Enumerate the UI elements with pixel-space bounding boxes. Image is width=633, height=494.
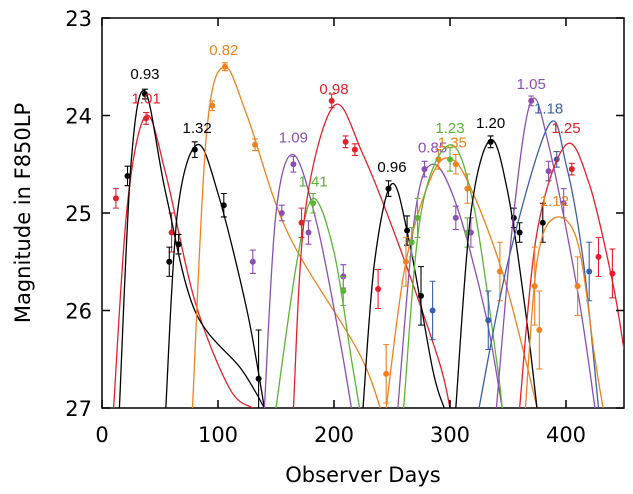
data-point [545, 168, 552, 175]
data-point [221, 63, 228, 70]
data-point [290, 161, 297, 168]
curve-label: 1.09 [279, 130, 308, 147]
model-curve [118, 89, 265, 408]
data-point [452, 214, 459, 221]
data-point [375, 286, 382, 293]
x-tick-label: 0 [95, 423, 108, 447]
curve-label: 0.85 [418, 139, 447, 156]
model-curve [455, 139, 538, 408]
data-point [124, 172, 131, 179]
model-curve [112, 114, 254, 408]
y-tick-label: 26 [65, 300, 92, 324]
data-point [408, 239, 415, 246]
data-point [404, 227, 411, 234]
data-point [485, 317, 492, 324]
data-point [586, 268, 593, 275]
curve-label: 0.82 [209, 42, 238, 59]
data-point [220, 202, 227, 209]
curve-label: 1.23 [435, 120, 464, 137]
data-point [166, 258, 173, 265]
model-curve [362, 183, 445, 408]
data-point [568, 166, 575, 173]
data-point [536, 327, 543, 333]
model-curve [495, 97, 596, 408]
data-point [278, 210, 285, 216]
model-curve [191, 66, 382, 408]
data-point [435, 156, 442, 163]
x-axis-label: Observer Days [285, 463, 440, 487]
curve-label: 1.25 [551, 120, 580, 137]
data-point [574, 283, 581, 290]
data-point [528, 97, 535, 104]
x-tick-label: 100 [198, 423, 238, 447]
data-point [175, 241, 182, 248]
data-point [452, 161, 459, 168]
data-point [539, 219, 546, 226]
data-point [298, 219, 305, 226]
data-point [402, 258, 409, 265]
data-point [595, 253, 602, 260]
model-curve [263, 153, 353, 408]
model-curve [524, 216, 604, 408]
y-tick-label: 23 [65, 7, 92, 31]
data-point [351, 146, 358, 153]
data-point [255, 375, 262, 382]
data-point [560, 200, 567, 207]
curve-label: 0.96 [377, 159, 406, 176]
plot-area [112, 62, 624, 408]
data-point [310, 200, 317, 207]
data-point [429, 307, 436, 314]
curve-label: 1.32 [183, 120, 212, 137]
curve-label: 1.12 [540, 193, 569, 210]
model-curve [292, 103, 451, 408]
data-point [252, 141, 259, 148]
data-point [531, 283, 538, 290]
x-tick-label: 200 [314, 423, 354, 447]
data-point [414, 214, 421, 221]
curve-label: 1.18 [534, 100, 563, 117]
model-curve [275, 197, 361, 408]
curve-label: 1.05 [517, 76, 546, 93]
curve-label: 1.20 [476, 115, 505, 132]
curve-label: 1.35 [438, 134, 467, 151]
data-point [328, 97, 335, 104]
data-point [609, 270, 616, 277]
data-point [421, 166, 428, 173]
x-tick-label: 300 [430, 423, 470, 447]
y-tick-label: 24 [65, 105, 92, 129]
data-point [487, 138, 494, 145]
data-point [191, 146, 198, 153]
data-point [249, 258, 256, 265]
data-point [383, 370, 390, 377]
data-point [141, 91, 148, 98]
curve-label: 0.93 [130, 66, 159, 83]
model-curve [402, 144, 503, 408]
data-point [342, 138, 349, 145]
curve-label: 1.41 [299, 173, 328, 190]
y-axis-label: Magnitude in F850LP [11, 103, 35, 323]
data-point [143, 115, 150, 122]
data-point [385, 185, 392, 192]
data-point [496, 268, 503, 275]
data-point [209, 102, 216, 109]
data-point [447, 156, 453, 163]
curve-label: 0.98 [319, 81, 348, 98]
model-curve [385, 157, 538, 408]
model-curve [478, 120, 600, 408]
data-point [418, 292, 424, 299]
x-tick-label: 400 [546, 423, 586, 447]
y-tick-label: 27 [65, 397, 92, 421]
data-point [516, 229, 523, 236]
data-point [340, 288, 347, 294]
curve-label: 1.01 [131, 91, 160, 108]
model-curve [165, 144, 266, 408]
y-tick-label: 25 [65, 202, 92, 226]
data-point [112, 195, 119, 202]
data-point [305, 229, 312, 236]
